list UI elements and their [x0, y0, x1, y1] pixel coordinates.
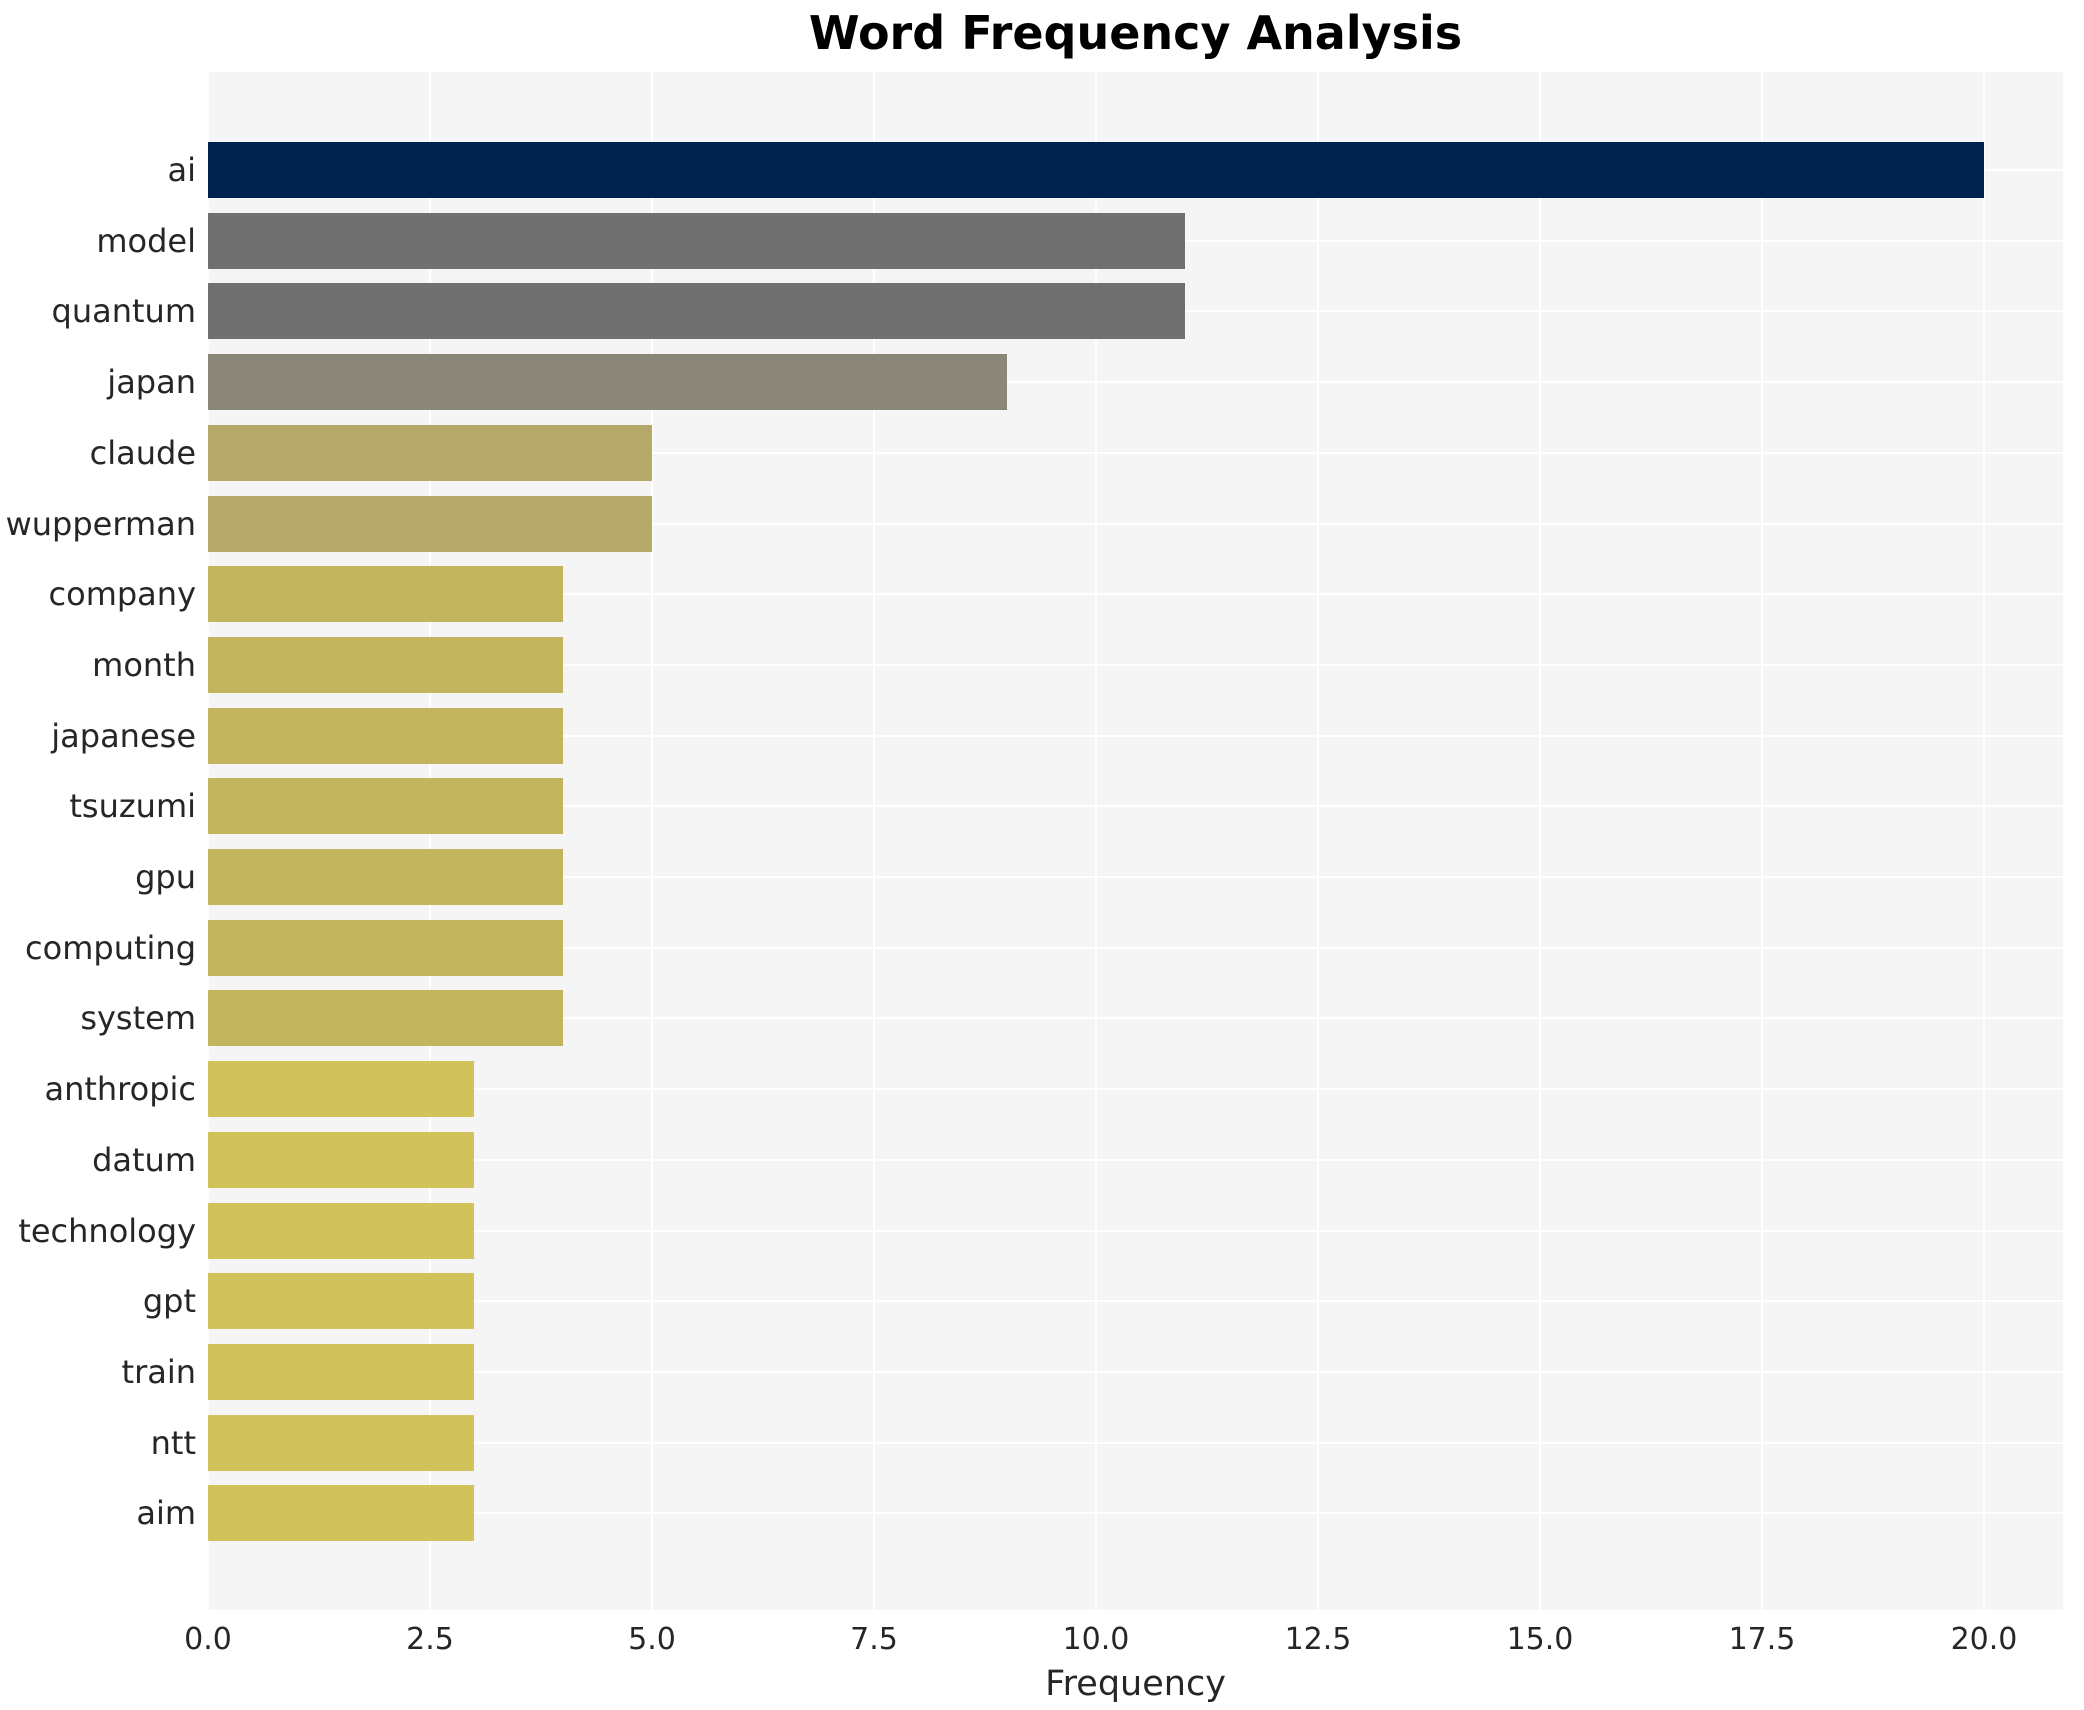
- bar-japanese: [208, 707, 564, 764]
- v-gridline: [1317, 72, 1319, 1610]
- h-gridline: [208, 451, 2063, 454]
- x-tick-label: 5.0: [628, 1622, 676, 1657]
- bar-computing: [208, 919, 564, 976]
- h-gridline: [208, 663, 2063, 666]
- bar-japan: [208, 354, 1008, 411]
- bar-datum: [208, 1131, 475, 1188]
- y-tick-label: gpu: [135, 858, 196, 896]
- bar-tsuzumi: [208, 778, 564, 835]
- y-tick-label: aim: [136, 1494, 196, 1533]
- y-tick-label: gpt: [142, 1282, 196, 1321]
- bar-system: [208, 990, 564, 1047]
- y-tick-label: japanese: [51, 716, 196, 755]
- h-gridline: [208, 734, 2063, 737]
- y-tick-label: ntt: [150, 1423, 196, 1462]
- h-gridline: [208, 1441, 2063, 1444]
- h-gridline: [208, 1017, 2063, 1020]
- y-tick-label: train: [121, 1352, 196, 1391]
- bar-company: [208, 566, 564, 623]
- bar-technology: [208, 1202, 475, 1259]
- h-gridline: [208, 522, 2063, 525]
- bar-claude: [208, 424, 652, 481]
- bar-gpu: [208, 849, 564, 905]
- bar-wupperman: [208, 495, 652, 552]
- h-gridline: [208, 1088, 2063, 1091]
- bar-ntt: [208, 1414, 475, 1471]
- h-gridline: [208, 805, 2063, 808]
- v-gridline: [651, 72, 653, 1610]
- plot-area: [207, 72, 2063, 1610]
- x-tick-label: 0.0: [184, 1622, 232, 1657]
- y-tick-label: month: [92, 645, 196, 684]
- y-tick-label: datum: [92, 1140, 196, 1179]
- y-tick-label: japan: [107, 363, 196, 402]
- h-gridline: [208, 1229, 2063, 1232]
- y-tick-label: technology: [18, 1211, 196, 1250]
- y-tick-label: tsuzumi: [69, 787, 196, 826]
- h-gridline: [208, 946, 2063, 949]
- x-axis-title: Frequency: [1045, 1664, 1226, 1704]
- h-gridline: [208, 1158, 2063, 1161]
- h-gridline: [208, 381, 2063, 384]
- y-tick-label: wupperman: [5, 504, 196, 543]
- v-gridline: [429, 72, 431, 1610]
- y-tick-label: system: [80, 999, 196, 1038]
- bar-anthropic: [208, 1061, 475, 1118]
- y-tick-label: ai: [167, 151, 197, 189]
- x-tick-label: 17.5: [1728, 1622, 1796, 1657]
- y-tick-label: anthropic: [44, 1070, 196, 1109]
- v-gridline: [1761, 72, 1763, 1610]
- y-tick-label: company: [48, 575, 196, 614]
- h-gridline: [208, 593, 2063, 596]
- h-gridline: [208, 1370, 2063, 1373]
- bar-model: [208, 212, 1185, 269]
- y-tick-label: claude: [89, 433, 196, 472]
- bar-ai: [208, 142, 1984, 198]
- v-gridline: [1983, 72, 1985, 1610]
- v-gridline: [1539, 72, 1541, 1610]
- bar-month: [208, 636, 564, 693]
- h-gridline: [208, 876, 2063, 878]
- bar-aim: [208, 1485, 475, 1542]
- bar-train: [208, 1343, 475, 1400]
- y-tick-label: quantum: [51, 292, 196, 331]
- v-gridline: [1095, 72, 1097, 1610]
- x-tick-label: 12.5: [1284, 1622, 1352, 1657]
- chart-title: Word Frequency Analysis: [808, 6, 1463, 60]
- x-tick-label: 2.5: [406, 1622, 454, 1657]
- v-gridline: [873, 72, 875, 1610]
- bar-gpt: [208, 1273, 475, 1330]
- x-tick-label: 10.0: [1062, 1622, 1130, 1657]
- h-gridline: [208, 1300, 2063, 1303]
- x-tick-label: 15.0: [1506, 1622, 1574, 1657]
- x-tick-label: 7.5: [850, 1622, 898, 1657]
- y-tick-label: computing: [25, 928, 196, 967]
- bar-quantum: [208, 283, 1185, 340]
- v-gridline: [207, 72, 209, 1610]
- x-tick-label: 20.0: [1950, 1622, 2018, 1657]
- h-gridline: [208, 1512, 2063, 1515]
- y-tick-label: model: [96, 221, 196, 260]
